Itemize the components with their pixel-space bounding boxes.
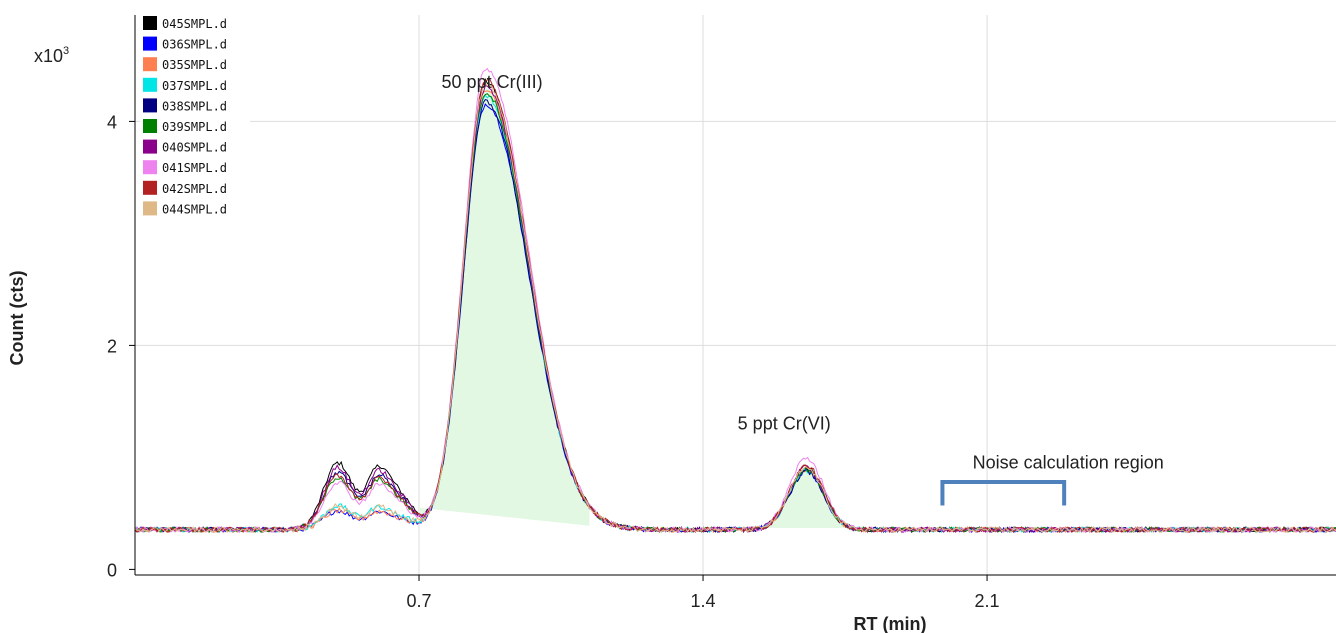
annotations: 50 ppt Cr(III) 5 ppt Cr(VI) Noise calculat…: [442, 72, 1164, 473]
x-tick-label-2: 2.1: [975, 591, 1000, 611]
legend-label-5: 039SMPL.d: [162, 120, 227, 134]
legend-swatch-9: [143, 201, 157, 216]
y-axis-title: Count (cts): [7, 271, 27, 366]
grid-lines: [135, 15, 1336, 575]
legend-swatch-8: [143, 180, 157, 195]
legend-label-6: 040SMPL.d: [162, 141, 227, 155]
legend-label-4: 038SMPL.d: [162, 99, 227, 113]
legend-label-2: 035SMPL.d: [162, 58, 227, 72]
series-lines: [134, 67, 1336, 534]
legend-swatch-1: [143, 36, 157, 51]
series-line-9: [134, 84, 1336, 534]
y-tick-label-2: 4: [107, 112, 117, 132]
legend-swatch-5: [143, 119, 157, 133]
noise-region-bracket: [940, 480, 1067, 506]
legend-label-1: 036SMPL.d: [162, 38, 227, 52]
annotation-1: 5 ppt Cr(VI): [738, 413, 831, 433]
x-axis-title: RT (min): [854, 614, 927, 633]
y-axis-multiplier: x103: [34, 45, 69, 66]
annotation-2: Noise calculation region: [973, 453, 1164, 473]
legend: 045SMPL.d 036SMPL.d 035SMPL.d 037SMPL.d 038S…: [140, 14, 250, 216]
peak-fill-cr6: [763, 467, 850, 528]
x-tick-label-1: 1.4: [691, 591, 716, 611]
x-tick-label-0: 0.7: [407, 591, 432, 611]
y-axis-multiplier-exponent: 3: [63, 45, 69, 57]
legend-swatch-0: [143, 16, 157, 30]
legend-swatch-6: [143, 139, 157, 154]
legend-label-9: 044SMPL.d: [162, 202, 227, 216]
legend-label-3: 037SMPL.d: [162, 79, 227, 93]
legend-label-7: 041SMPL.d: [162, 161, 227, 175]
y-tick-label-0: 0: [107, 560, 117, 580]
legend-swatch-2: [143, 57, 157, 72]
axes: [134, 15, 1336, 576]
legend-swatch-4: [143, 98, 157, 113]
series-line-5: [134, 93, 1336, 534]
peak-fill-cr3: [419, 88, 590, 526]
legend-background: [140, 14, 250, 214]
tick-labels: 0.7 1.4 2.1 0 2 4: [107, 112, 1000, 611]
legend-label-8: 042SMPL.d: [162, 182, 227, 196]
legend-swatch-7: [143, 160, 157, 175]
annotation-0: 50 ppt Cr(III): [442, 72, 543, 92]
y-axis-multiplier-base: x10: [34, 46, 63, 66]
y-tick-label-1: 2: [107, 336, 117, 356]
legend-label-0: 045SMPL.d: [162, 17, 227, 31]
legend-swatch-3: [143, 77, 157, 92]
